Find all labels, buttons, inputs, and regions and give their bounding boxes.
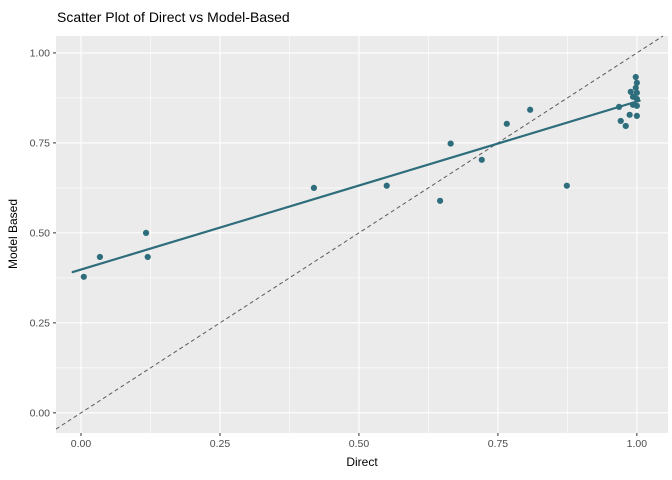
trend-line <box>71 99 641 274</box>
scatter-point <box>632 84 639 91</box>
x-tick-label: 0.75 <box>488 438 509 450</box>
scatter-point <box>96 253 104 261</box>
y-tick-label: 1.00 <box>30 48 51 60</box>
scatter-point <box>447 140 454 147</box>
scatter-point <box>503 120 510 127</box>
axis-ticks <box>53 52 638 436</box>
scatter-point <box>436 197 444 204</box>
scatter-point <box>478 156 485 163</box>
axis-tick-labels: 0.00 0.25 0.50 0.75 1.00 0.00 0.25 0.50 0.75 1.00 <box>30 48 648 450</box>
y-tick-label: 0.25 <box>30 318 51 330</box>
y-tick-label: 0.00 <box>30 408 51 420</box>
scatter-point <box>633 112 640 120</box>
scatter-point <box>615 103 623 111</box>
scatter-point <box>626 111 633 118</box>
x-tick-label: 0.00 <box>71 438 92 450</box>
scatter-point <box>527 106 534 113</box>
scatter-point <box>563 182 570 189</box>
scatter-point <box>632 73 639 81</box>
identity-line <box>55 35 664 430</box>
scatter-points <box>80 73 640 280</box>
scatter-point <box>627 88 634 95</box>
x-axis-title: Direct <box>346 455 378 469</box>
y-tick-label: 0.75 <box>30 138 51 150</box>
x-tick-label: 0.25 <box>210 438 231 450</box>
scatter-point <box>310 184 318 191</box>
x-tick-label: 0.50 <box>349 438 370 450</box>
major-gridlines <box>56 36 668 433</box>
regression-line <box>71 99 641 274</box>
y-tick-label: 0.50 <box>30 228 51 240</box>
scatter-point <box>142 229 150 236</box>
reference-lines <box>55 35 664 430</box>
x-tick-label: 1.00 <box>627 438 648 450</box>
scatter-point <box>633 95 640 103</box>
chart-title: Scatter Plot of Direct vs Model-Based <box>57 9 290 25</box>
scatter-point <box>383 182 390 189</box>
scatter-point <box>633 89 640 96</box>
y-axis-title: Model Based <box>6 199 20 269</box>
scatter-point <box>633 79 640 86</box>
scatter-point <box>622 122 629 130</box>
scatter-point <box>144 253 151 261</box>
scatter-point <box>633 102 640 109</box>
plot-panel <box>56 36 668 433</box>
scatter-point <box>80 273 87 280</box>
scatter-point <box>617 117 624 125</box>
